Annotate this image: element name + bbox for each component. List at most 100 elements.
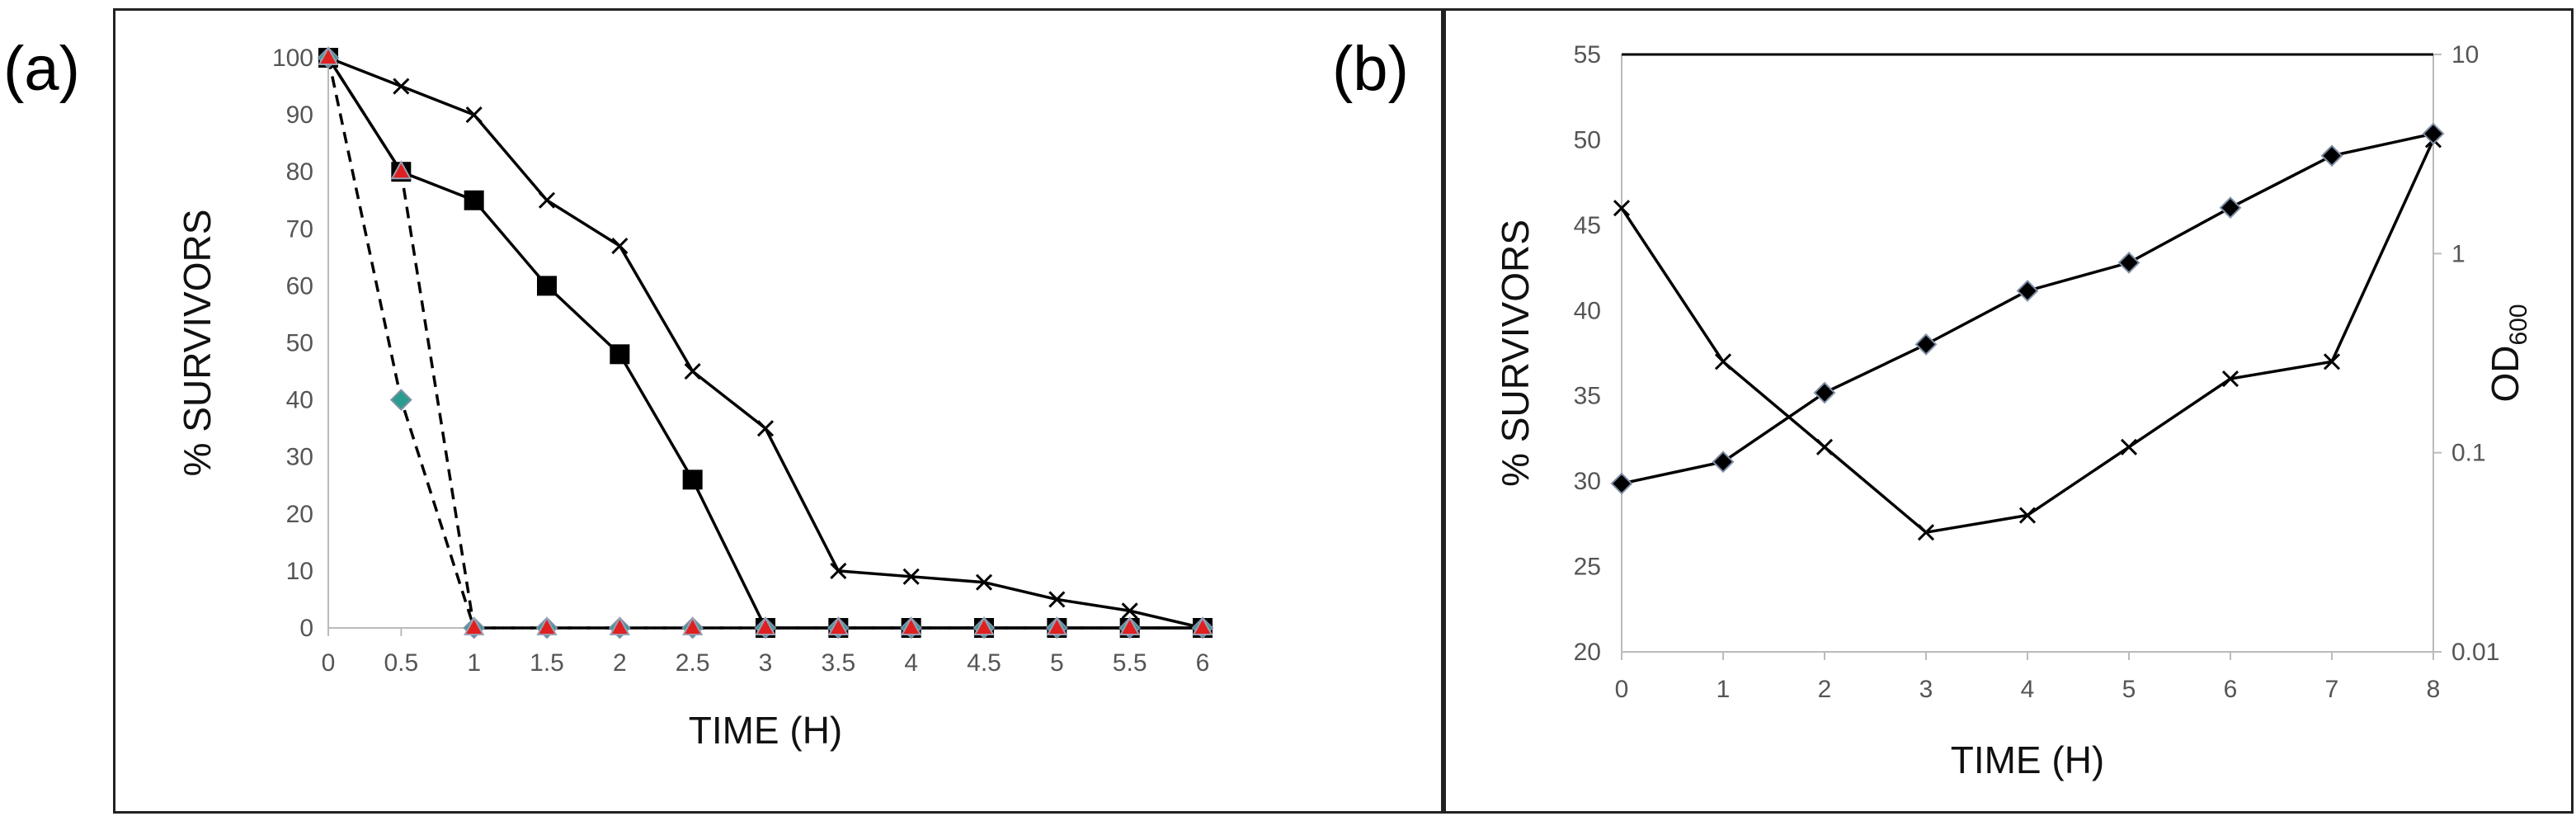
y-tick-label: 20	[1574, 639, 1601, 666]
x-tick-label: 5	[2122, 676, 2136, 703]
y-tick-label: 40	[1574, 297, 1601, 324]
series-line-1	[327, 57, 1203, 630]
x-tick-label: 0	[1615, 676, 1629, 703]
data-point-s2-1	[389, 389, 412, 412]
data-point-s1-3	[537, 276, 557, 296]
data-point-s3-1	[390, 160, 412, 180]
data-point-s0-1	[393, 78, 410, 95]
y2-tick-label: 0.01	[2451, 639, 2499, 666]
data-point-s0-4	[2018, 507, 2037, 524]
x-tick-label: 0.5	[384, 649, 418, 677]
y-tick-label: 25	[1574, 554, 1601, 581]
x-tick-label: 2	[1818, 676, 1832, 703]
y-tick-label: 30	[1574, 468, 1601, 495]
data-point-s0-8	[902, 568, 920, 585]
y2-tick-label: 1	[2451, 240, 2465, 267]
data-point-s3-11	[1118, 616, 1141, 635]
y2-tick-label: 0.1	[2451, 440, 2486, 467]
data-point-s3-5	[681, 616, 704, 635]
data-point-s3-12	[1192, 616, 1213, 635]
x-tick-label: 8	[2427, 676, 2441, 703]
data-point-s1-7	[2320, 144, 2343, 168]
data-point-s0-9	[975, 573, 993, 591]
series-line-0	[327, 56, 1203, 630]
panel-label-a: (a)	[3, 34, 80, 104]
y-tick-label: 50	[286, 330, 313, 357]
x-tick-label: 3.5	[821, 649, 855, 677]
x-tick-label: 3	[759, 649, 773, 677]
x-tick-label: 4	[904, 649, 918, 677]
data-point-s0-11	[1121, 602, 1138, 620]
data-point-s0-6	[756, 420, 775, 437]
y-tick-label: 0	[299, 615, 313, 642]
chart-a: 0 10 20 30 40 50 60 70 80 90 100 0 0.5 1 1.5 2 2.5 3 3.5 4 4…	[176, 45, 1214, 752]
chart-b-frame: 20 25 30 35 40 45 50 55 0.01 0.1 1 10 0 1 2 3 4 5 6 7 8 TIME …	[1443, 8, 2574, 814]
data-point-s3-7	[827, 616, 850, 635]
x-axis-title: TIME (H)	[1951, 738, 2105, 781]
data-point-s3-8	[900, 616, 922, 635]
x-tick-label: 4	[2021, 676, 2035, 703]
data-point-s1-6	[2219, 196, 2242, 219]
y-tick-label: 100	[272, 45, 313, 72]
data-point-s0-7	[2323, 353, 2341, 370]
data-point-s0-5	[2120, 438, 2138, 455]
x-tick-label: 2.5	[676, 649, 710, 677]
data-point-s3-6	[755, 616, 776, 635]
data-point-s1-3	[1914, 333, 1938, 356]
y-axis-title: % SURVIVORS	[176, 210, 219, 477]
data-point-s1-2	[464, 190, 484, 210]
data-point-s0-2	[1815, 438, 1834, 455]
data-point-s3-0	[318, 45, 339, 65]
y-tick-label: 20	[286, 501, 313, 528]
series-line-0	[1620, 139, 2435, 535]
data-point-s1-0	[1610, 472, 1633, 495]
series-line-2	[327, 57, 1203, 630]
x-tick-label: 1	[467, 649, 481, 677]
y-tick-label: 30	[286, 444, 313, 471]
y-axis-title: % SURVIVORS	[1494, 219, 1537, 487]
y-tick-label: 50	[1574, 126, 1601, 153]
data-point-s0-7	[830, 562, 847, 579]
data-point-s0-2	[465, 106, 483, 124]
data-point-s3-10	[1046, 616, 1068, 635]
y2-tick-label: 10	[2451, 41, 2479, 68]
x-tick-label: 1.5	[530, 649, 564, 677]
chart-a-frame: 0 10 20 30 40 50 60 70 80 90 100 0 0.5 1 1.5 2 2.5 3 3.5 4 4…	[113, 8, 1443, 814]
data-point-s1-4	[2016, 280, 2039, 302]
y-tick-label: 10	[286, 558, 313, 585]
series-line-3	[327, 57, 1203, 630]
panel-label-b: (b)	[1332, 34, 1409, 104]
x-tick-label: 1	[1717, 676, 1731, 703]
data-point-s3-4	[609, 616, 631, 635]
x-axis-title: TIME (H)	[689, 709, 843, 752]
data-point-s1-5	[2117, 251, 2140, 274]
data-point-s3-9	[973, 616, 995, 635]
x-tick-label: 5	[1050, 649, 1064, 677]
y2-axis-title-subscript: 600	[2505, 304, 2532, 345]
data-point-s0-4	[611, 237, 629, 255]
data-point-s0-3	[538, 191, 556, 209]
x-tick-label: 6	[2224, 676, 2238, 703]
x-tick-label: 5.5	[1113, 649, 1147, 677]
data-point-s1-1	[1712, 451, 1735, 474]
y-tick-label: 70	[286, 215, 313, 243]
x-tick-label: 3	[1919, 676, 1933, 703]
y2-axis-title-main: OD	[2484, 346, 2527, 403]
data-point-s3-3	[536, 616, 558, 635]
data-point-s0-3	[1917, 524, 1935, 541]
x-tick-label: 7	[2325, 676, 2339, 703]
data-point-s0-10	[1048, 591, 1066, 608]
data-point-s1-8	[2422, 122, 2445, 145]
y-tick-label: 80	[286, 158, 313, 186]
data-point-s1-4	[610, 344, 630, 365]
x-tick-label: 6	[1196, 649, 1210, 677]
y-tick-label: 55	[1574, 41, 1601, 68]
data-point-s1-2	[1813, 381, 1836, 404]
data-point-s3-2	[463, 616, 485, 635]
x-tick-label: 4.5	[967, 649, 1001, 677]
data-point-s0-6	[2221, 370, 2239, 388]
y-tick-label: 40	[286, 387, 313, 414]
y-tick-label: 45	[1574, 212, 1601, 239]
series-line-1	[1621, 132, 2434, 485]
x-tick-label: 0	[322, 649, 336, 677]
